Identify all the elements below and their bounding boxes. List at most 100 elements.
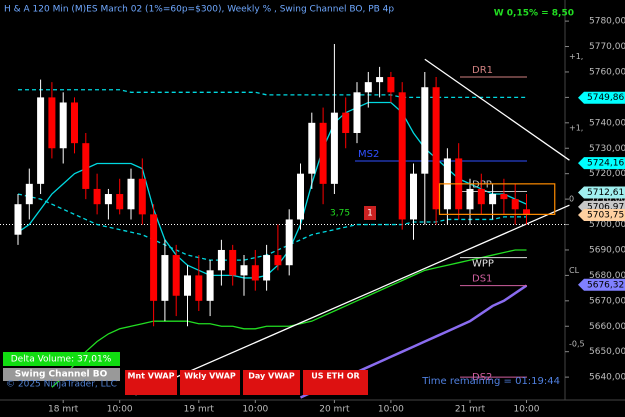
candle-body (297, 173, 304, 220)
vwap-button-label[interactable]: Mnt VWAP (128, 372, 175, 381)
candle-body (48, 97, 56, 149)
scale-mark: CL (569, 266, 580, 275)
candle-body (150, 214, 158, 301)
candle-body (229, 249, 237, 276)
candle-body (172, 255, 180, 296)
candle-body (330, 112, 338, 184)
y-tick-label: 5720,00 (589, 169, 625, 179)
y-tick-label: 5770,00 (589, 42, 625, 52)
price-marker (578, 186, 625, 199)
price-marker (578, 157, 625, 170)
y-tick-label: 5730,00 (589, 144, 625, 154)
price-marker (578, 278, 625, 291)
range-box (438, 183, 556, 215)
candle-body (285, 219, 293, 266)
candle-body (184, 275, 191, 296)
candle-body (71, 102, 78, 144)
indicator-line (17, 193, 527, 261)
y-tick-label: 5740,00 (589, 118, 625, 128)
x-tick-label: 10:00 (514, 405, 540, 415)
pivot-label: WPP (472, 259, 494, 270)
candle-body (93, 188, 101, 205)
y-tick-label: 5690,00 (589, 245, 625, 255)
indicator-label: Swing Channel BO (15, 370, 108, 380)
candle-body (161, 255, 169, 301)
price-marker-label: 5749,86 (587, 93, 624, 103)
indicator-line (51, 249, 527, 388)
vwap-button-label[interactable]: Wkly VWAP (184, 372, 236, 381)
x-tick-label: 21 mrt (455, 405, 486, 415)
candle-body (240, 265, 248, 276)
candle-body (342, 112, 350, 133)
annotation-box (364, 206, 376, 220)
candle-body (104, 194, 112, 205)
candle-body (364, 82, 372, 93)
candle-body (206, 270, 214, 301)
delta-label: Delta Volume: 37,01% (11, 355, 112, 365)
indicator-line (18, 89, 527, 99)
vwap-button[interactable] (180, 370, 240, 395)
scale-mark: +1, (569, 123, 583, 132)
candle-body (138, 178, 146, 215)
candle-body (263, 255, 271, 281)
delta-box (3, 352, 120, 366)
y-tick-label: 5780,00 (589, 17, 625, 27)
price-marker-label: 5676,32 (587, 280, 624, 290)
vwap-button[interactable] (243, 370, 300, 395)
y-tick-label: 5670,00 (589, 296, 625, 306)
pivot-label: DPP (472, 179, 492, 190)
x-tick-label: 20 mrt (319, 405, 350, 415)
x-tick-label: 10:00 (378, 405, 404, 415)
x-tick-label: 10:00 (107, 405, 133, 415)
pivot-label: DS1 (472, 274, 492, 285)
price-marker (578, 91, 625, 104)
y-tick-label: 5650,00 (589, 347, 625, 357)
indicator-box (3, 368, 120, 381)
pivot-label: DR1 (472, 65, 493, 76)
candle-body (59, 102, 67, 149)
candle-body (25, 183, 33, 205)
pivot-label: DS2 (472, 372, 492, 383)
price-marker-label: 5706,97 (587, 202, 624, 212)
scale-mark: 0 (569, 195, 574, 204)
candle-body (274, 255, 282, 266)
price-marker-label: 5703,75 (587, 211, 624, 221)
candle-body (308, 122, 316, 174)
x-tick-label: 10:00 (242, 405, 268, 415)
candle-body (116, 194, 124, 210)
candle-body (353, 92, 361, 133)
candle-body (319, 122, 327, 184)
candle-body (398, 92, 406, 220)
time-remaining: Time remaining = 01:19:44 (421, 376, 560, 387)
price-marker (578, 209, 625, 222)
candle-body (421, 87, 429, 174)
candle-body (251, 265, 259, 281)
weekly-label: W 0,15% = 8,50 (494, 9, 574, 19)
y-tick-label: 5760,00 (589, 67, 625, 77)
x-tick-label: 18 mrt (48, 405, 79, 415)
scale-mark: +1, (569, 52, 583, 61)
trendline (135, 204, 570, 396)
x-tick-label: 19 mrt (184, 405, 215, 415)
price-marker-label: 5724,16 (587, 159, 624, 169)
annotation: 1 (367, 209, 373, 219)
y-tick-label: 5700,00 (589, 220, 625, 230)
y-tick-label: 5680,00 (589, 271, 625, 281)
vwap-button[interactable] (125, 370, 177, 395)
vwap-button-label[interactable]: US ETH OR (311, 372, 359, 381)
vwap-button-label[interactable]: Day VWAP (248, 372, 295, 381)
candle-body (127, 178, 135, 210)
candle-body (489, 194, 497, 205)
candle-body (523, 209, 530, 216)
y-tick-label: 5660,00 (589, 322, 625, 332)
candle-body (432, 87, 440, 210)
candle-body (410, 173, 417, 220)
pivot-label: MS2 (358, 149, 379, 160)
candle-body (500, 194, 508, 200)
y-tick-label: 5710,00 (589, 195, 625, 205)
vwap-button[interactable] (303, 370, 368, 395)
chart-title: H & A 120 Min (M)ES March 02 (1%=60p=$30… (4, 5, 394, 15)
